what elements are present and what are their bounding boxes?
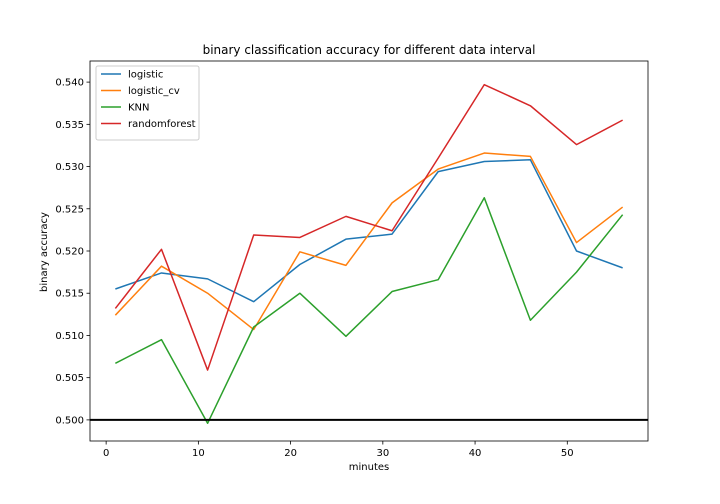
y-tick-label: 0.515 xyxy=(55,289,84,300)
x-tick-label: 50 xyxy=(561,448,574,459)
legend: logistic logistic_cv KNN randomforest xyxy=(95,65,200,141)
y-tick-label: 0.540 xyxy=(55,78,84,89)
y-tick-label: 0.530 xyxy=(55,162,84,173)
chart-title: binary classification accuracy for diffe… xyxy=(203,43,536,57)
y-tick-label: 0.520 xyxy=(55,247,84,258)
x-tick-label: 40 xyxy=(469,448,482,459)
x-tick-label: 30 xyxy=(376,448,389,459)
series-line-logistic-cv xyxy=(114,152,624,331)
legend-label: randomforest xyxy=(128,119,196,130)
y-tick-label: 0.510 xyxy=(55,331,84,342)
y-tick-label: 0.525 xyxy=(55,204,84,215)
x-tick-label: 20 xyxy=(284,448,297,459)
series-line-logistic xyxy=(115,159,623,303)
y-tick-label: 0.500 xyxy=(55,415,84,426)
legend-box xyxy=(95,65,200,141)
y-axis-title: binary accuracy xyxy=(39,212,50,292)
plot-area: 0 10 20 30 40 50 0.500 0.505 0.510 0.515 0.520 0.52… xyxy=(55,60,649,459)
x-tick-label: 10 xyxy=(192,448,205,459)
y-tick-label: 0.505 xyxy=(55,373,84,384)
series-line-randomforest xyxy=(114,83,623,371)
y-tick-label: 0.535 xyxy=(55,120,84,131)
legend-label: logistic xyxy=(128,70,163,81)
series-line-knn xyxy=(115,197,624,425)
x-axis-title: minutes xyxy=(349,462,389,473)
x-tick-label: 0 xyxy=(103,448,109,459)
legend-label: logistic_cv xyxy=(128,86,180,97)
legend-label: KNN xyxy=(128,103,150,114)
